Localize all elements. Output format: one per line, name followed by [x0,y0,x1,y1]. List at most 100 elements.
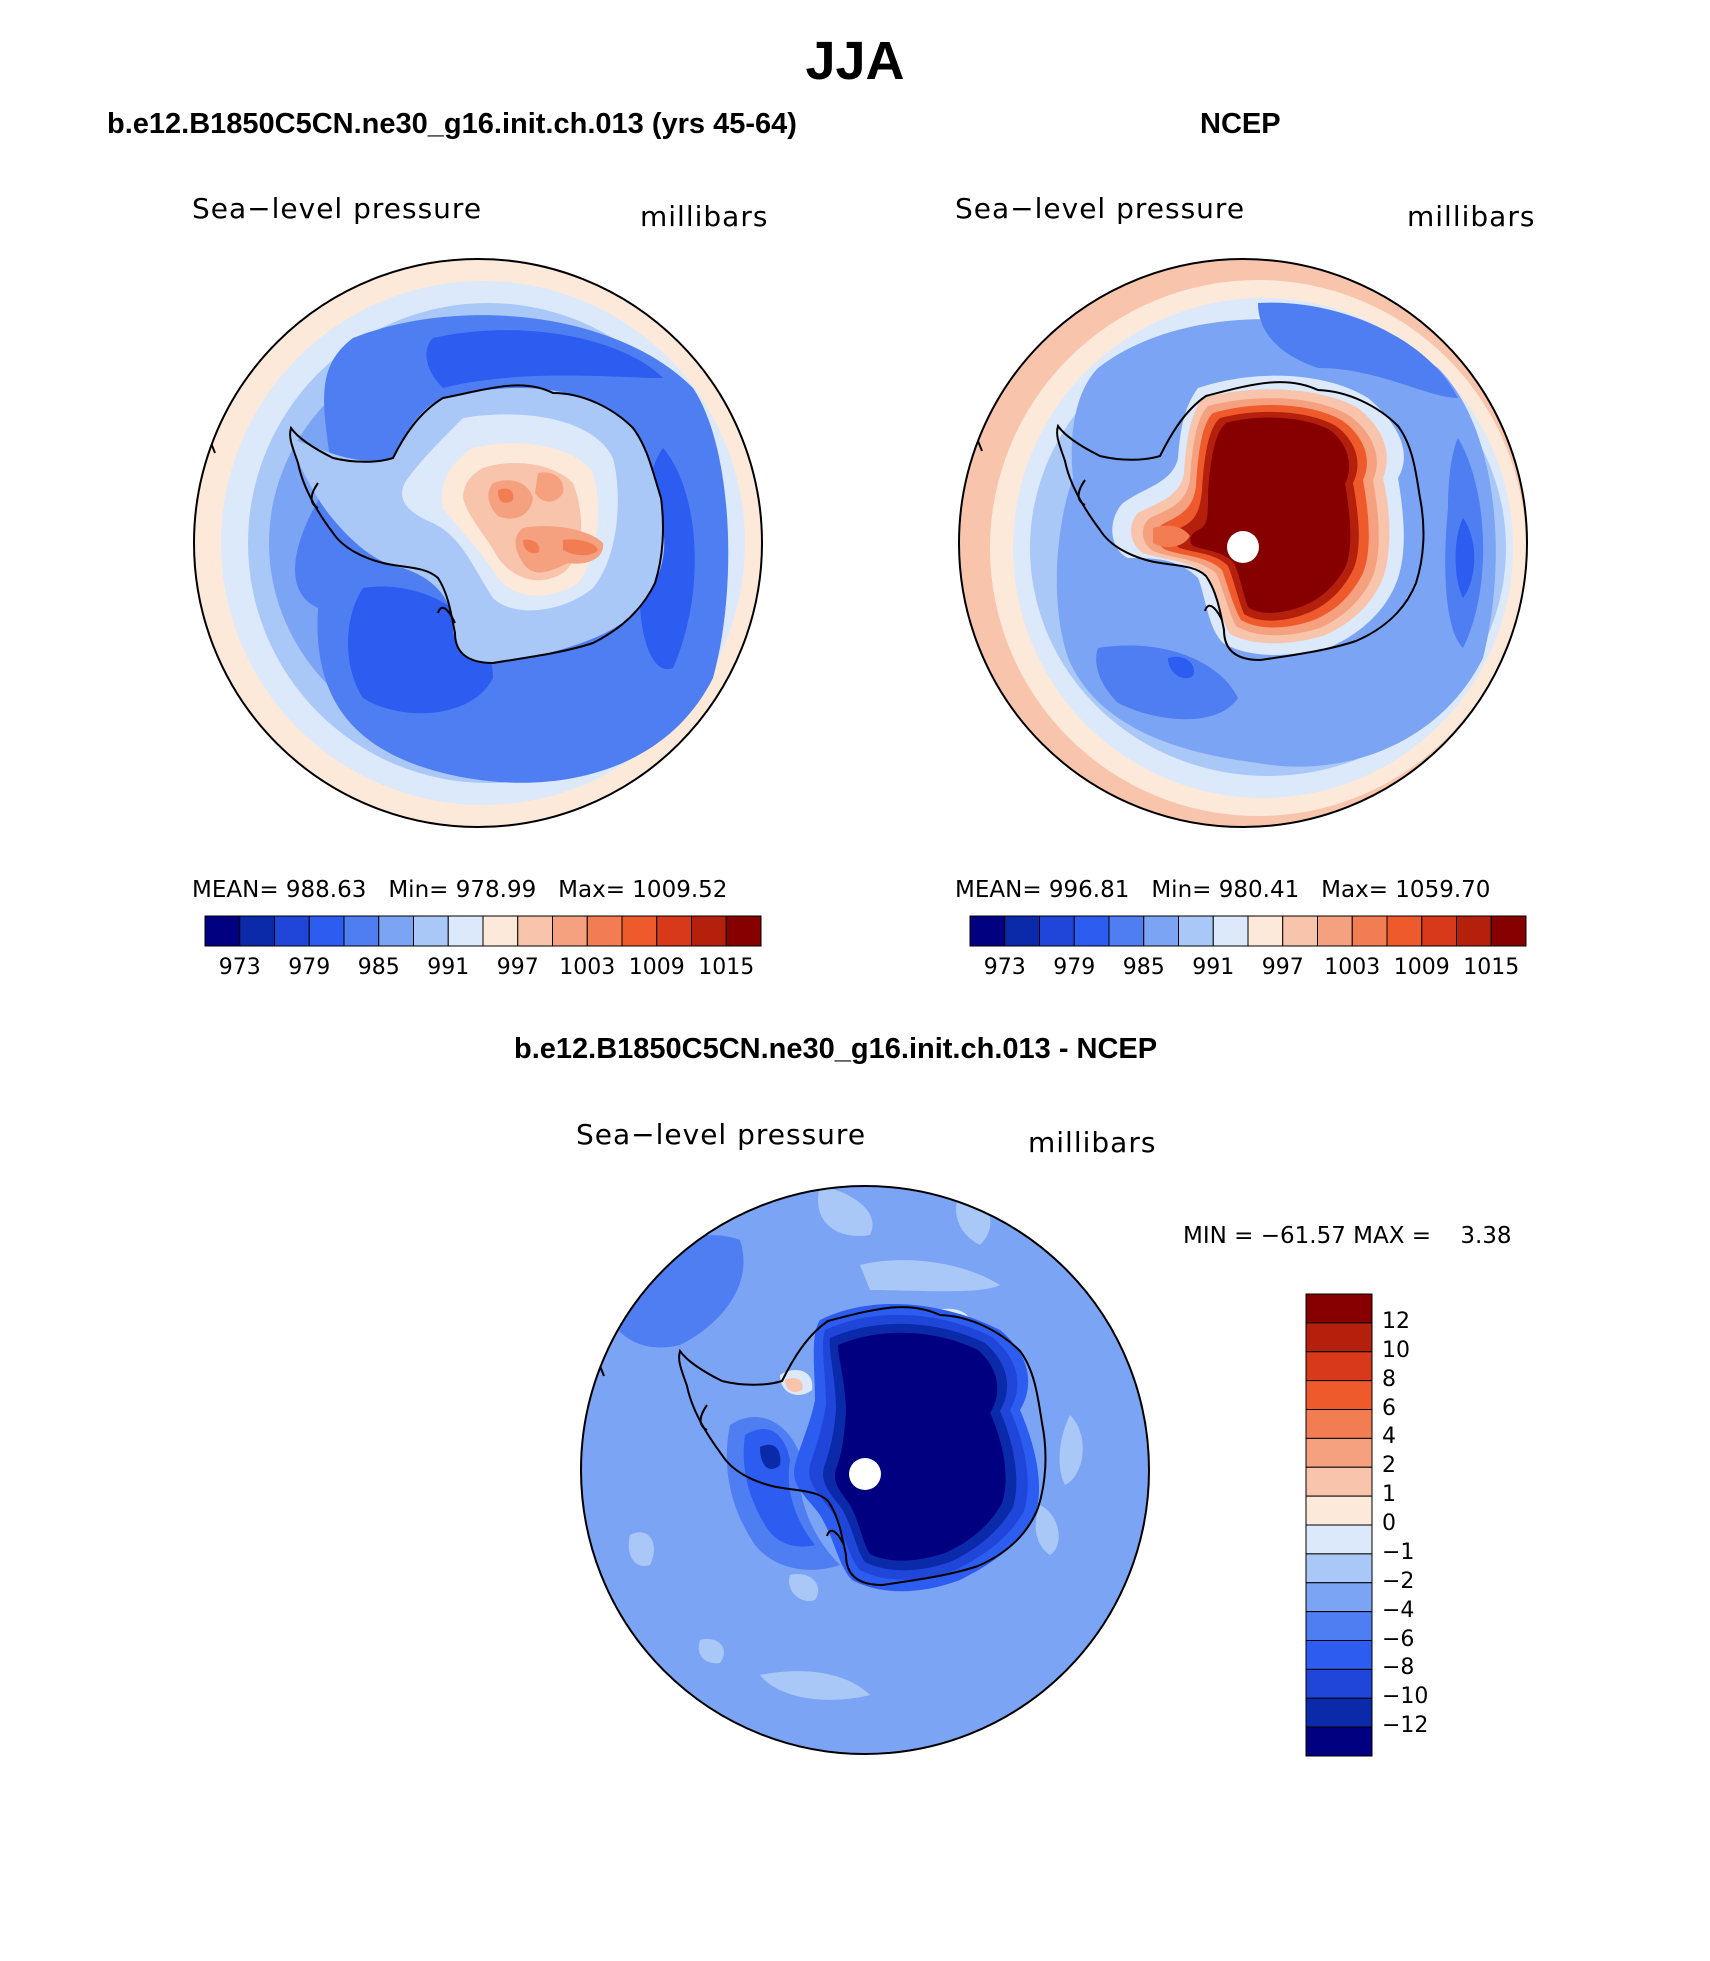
panel-2-variable-label: Sea−level pressure [955,192,1246,225]
colorbar-swatch [1305,1582,1373,1613]
colorbar-swatch [1073,915,1110,947]
colorbar-swatch [1490,915,1527,947]
panel-3-minmax: MIN = −61.57 MAX = 3.38 [1183,1223,1512,1249]
colorbar-swatch [1305,1495,1373,1526]
panel-3-variable-label: Sea−level pressure [576,1118,867,1151]
colorbar-swatch [1004,915,1040,947]
max-label: Max= [1321,877,1388,903]
colorbar-swatch [725,915,762,947]
colorbar-swatch [586,915,623,947]
panel-1-polar-map [193,258,763,828]
colorbar-tick-label: 973 [983,955,1026,980]
colorbar-swatch [1143,915,1179,947]
colorbar-swatch [1305,1351,1373,1382]
min-value: 978.99 [455,877,537,903]
colorbar-tick-label: 4 [1382,1424,1396,1450]
colorbar-swatch [552,915,588,947]
colorbar-swatch [1212,915,1249,947]
colorbar-tick-label: 973 [218,955,261,980]
panel-1-colorbar [204,915,762,947]
mean-label: MEAN= [192,877,279,903]
mean-label: MEAN= [955,877,1042,903]
colorbar-tick-label: 1003 [1324,955,1381,980]
colorbar-swatch [1305,1640,1373,1670]
colorbar-swatch [1305,1697,1373,1728]
colorbar-tick-label: 991 [1192,955,1235,980]
max-value: 1059.70 [1395,877,1491,903]
panel-3-colorbar [1305,1293,1373,1757]
colorbar-swatch [1305,1726,1373,1757]
panel-2-polar-map [958,258,1528,828]
colorbar-swatch [239,915,275,947]
colorbar-swatch [517,915,553,947]
colorbar-swatch [274,915,310,947]
min-value: 980.41 [1218,877,1300,903]
colorbar-swatch [204,915,241,947]
colorbar-swatch [1305,1466,1373,1497]
colorbar-swatch [1282,915,1318,947]
mean-value: 988.63 [285,877,367,903]
colorbar-swatch [1039,915,1075,947]
colorbar-tick-label: 2 [1382,1453,1396,1479]
panel-1-variable-label: Sea−level pressure [192,192,483,225]
colorbar-swatch [969,915,1006,947]
colorbar-tick-label: 991 [427,955,470,980]
panel-1-title: b.e12.B1850C5CN.ne30_g16.init.ch.013 (yr… [107,108,797,140]
panel-2-units-label: millibars [1407,200,1536,233]
colorbar-swatch [1305,1524,1373,1555]
colorbar-swatch [378,915,414,947]
colorbar-swatch [656,915,692,947]
colorbar-swatch [413,915,449,947]
colorbar-swatch [1305,1293,1373,1324]
panel-1-units-label: millibars [640,200,769,233]
colorbar-tick-label: 985 [1122,955,1165,980]
colorbar-swatch [1421,915,1457,947]
colorbar-tick-label: 0 [1382,1511,1396,1536]
colorbar-tick-label: 985 [357,955,400,980]
colorbar-tick-label: 1003 [559,955,616,980]
colorbar-tick-label: 979 [1053,955,1096,980]
colorbar-tick-label: 8 [1382,1366,1396,1392]
colorbar-swatch [1317,915,1353,947]
colorbar-tick-label: 1009 [1393,955,1450,980]
colorbar-swatch [1305,1409,1373,1439]
colorbar-swatch [1305,1380,1373,1410]
colorbar-tick-label: 1009 [628,955,685,980]
colorbar-swatch [1305,1553,1373,1584]
colorbar-swatch [1305,1437,1373,1468]
colorbar-tick-label: −12 [1382,1713,1429,1739]
colorbar-tick-label: 1 [1382,1482,1396,1508]
main-title: JJA [805,31,905,91]
panel-2-title: NCEP [1200,108,1281,140]
panel-3-units-label: millibars [1028,1126,1157,1159]
colorbar-swatch [482,915,519,947]
colorbar-tick-label: 1015 [1463,955,1520,980]
max-value: 1009.52 [632,877,728,903]
colorbar-tick-label: −4 [1382,1597,1415,1623]
colorbar-tick-label: 979 [288,955,331,980]
min-label: Min= [1151,877,1212,903]
colorbar-tick-label: −8 [1382,1655,1415,1681]
mean-value: 996.81 [1048,877,1130,903]
colorbar-swatch [1247,915,1284,947]
max-label: Max= [558,877,625,903]
panel-3-title: b.e12.B1850C5CN.ne30_g16.init.ch.013 - N… [514,1033,1158,1065]
colorbar-swatch [691,915,727,947]
colorbar-tick-label: 997 [1261,955,1304,980]
colorbar-swatch [1305,1611,1373,1641]
colorbar-swatch [1108,915,1145,947]
panel-2-colorbar [969,915,1527,947]
colorbar-tick-label: 6 [1382,1395,1396,1421]
colorbar-swatch [1178,915,1214,947]
colorbar-tick-label: 997 [496,955,539,980]
panel-2-stats: MEAN= 996.81 Min= 980.41 Max= 1059.70 [955,877,1490,903]
colorbar-tick-label: −6 [1382,1626,1415,1652]
colorbar-swatch [447,915,484,947]
colorbar-swatch [308,915,345,947]
colorbar-swatch [621,915,658,947]
colorbar-tick-label: 1015 [698,955,755,980]
colorbar-swatch [1386,915,1423,947]
colorbar-tick-label: 10 [1382,1337,1410,1363]
panel-1-stats: MEAN= 988.63 Min= 978.99 Max= 1009.52 [192,877,727,903]
colorbar-swatch [1351,915,1388,947]
